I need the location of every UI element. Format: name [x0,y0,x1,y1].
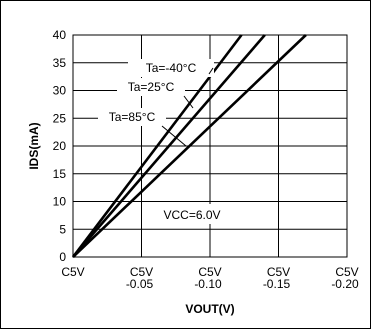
annotation-box [98,108,166,126]
annotation-label: Ta=85°C [109,110,156,124]
annotation-label: VCC=6.0V [163,208,220,222]
annotation-label: Ta=25°C [128,80,175,94]
y-tick-label: 5 [59,222,66,236]
y-tick-label: 20 [53,139,67,153]
plot-border [72,34,348,258]
annotations: Ta=-40°C Ta=25°C Ta=85°C VCC=6.0V [98,59,231,224]
x-tick-label: C5V [61,265,84,279]
y-tick-label: 40 [53,28,67,42]
x-tick-label: C5V -0.15 [263,265,291,291]
y-tick-label: 0 [59,250,66,264]
annotation-leader [183,95,194,109]
x-tick-label: C5V -0.05 [126,265,154,291]
x-tick-label: C5V -0.10 [194,265,222,291]
y-tick-label: 35 [53,56,67,70]
annotation-label: Ta=-40°C [146,61,197,75]
series-line-1 [72,34,266,258]
x-axis-label: VOUT(V) [185,302,234,316]
y-tick-label: 15 [53,167,67,181]
y-tick-labels: 0 5 10 15 20 25 30 35 40 [53,28,67,264]
annotation-box [117,78,185,96]
series-line-2 [72,34,307,258]
y-tick-label: 25 [53,111,67,125]
y-axis-label: IDS(mA) [27,122,41,169]
y-tick-label: 10 [53,195,67,209]
y-tick-label: 30 [53,84,67,98]
x-tick-label: C5V -0.20 [331,265,359,291]
x-tick-labels: C5V C5V -0.05 C5V -0.10 C5V -0.15 C5V -0.20 [61,265,359,291]
annotation-leader [208,67,214,75]
annotation-box [153,204,231,224]
annotation-box [128,59,214,77]
annotation-leader [161,125,187,147]
